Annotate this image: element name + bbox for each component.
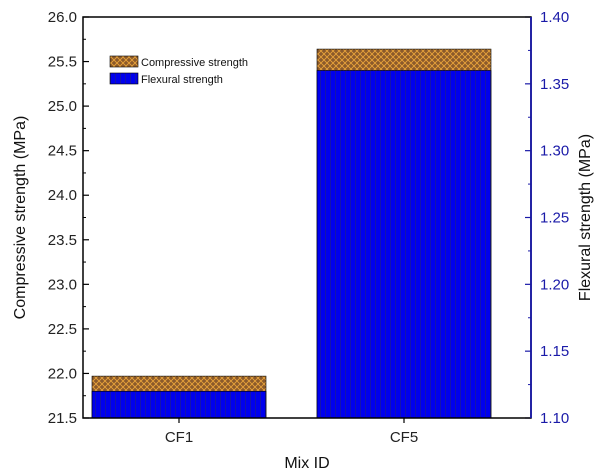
legend: Compressive strength Flexural strength [109, 55, 248, 86]
right-tick-label: 1.20 [540, 276, 569, 293]
right-tick-label: 1.25 [540, 210, 569, 227]
y-axis-left-label: Compressive strength (MPa) [12, 116, 29, 320]
right-tick-label: 1.10 [540, 410, 569, 427]
left-tick-label: 26.0 [48, 9, 77, 26]
left-tick-label: 23.0 [48, 276, 77, 293]
left-axis-ticks: 21.5 22.0 22.5 23.0 23.5 24.0 24.5 25.0 25.5 26.0 [48, 9, 89, 427]
x-tick-label-cf1: CF1 [165, 429, 193, 446]
right-axis-ticks: 1.10 1.15 1.20 1.25 1.30 1.35 1.40 [525, 9, 569, 427]
legend-label-flexural: Flexural strength [141, 74, 223, 86]
left-tick-label: 24.0 [48, 187, 77, 204]
x-axis-label: Mix ID [284, 455, 329, 472]
legend-label-compressive: Compressive strength [141, 57, 248, 69]
y-axis-right-label: Flexural strength (MPa) [577, 134, 594, 301]
left-tick-label: 22.0 [48, 365, 77, 382]
bars-layer [91, 48, 492, 419]
left-tick-label: 25.5 [48, 54, 77, 71]
legend-swatch-flexural [109, 72, 139, 85]
bar-flexural-cf1 [91, 390, 267, 419]
right-tick-label: 1.15 [540, 343, 569, 360]
right-tick-label: 1.30 [540, 143, 569, 160]
right-tick-label: 1.40 [540, 9, 569, 26]
left-tick-label: 25.0 [48, 98, 77, 115]
legend-swatch-compressive [109, 55, 139, 68]
x-tick-label-cf5: CF5 [390, 429, 418, 446]
right-tick-label: 1.35 [540, 76, 569, 93]
left-tick-label: 21.5 [48, 410, 77, 427]
left-tick-label: 24.5 [48, 143, 77, 160]
x-axis-ticks: CF1 CF5 [165, 418, 418, 446]
left-tick-label: 22.5 [48, 321, 77, 338]
bar-flexural-cf5 [316, 70, 492, 419]
left-tick-label: 23.5 [48, 232, 77, 249]
